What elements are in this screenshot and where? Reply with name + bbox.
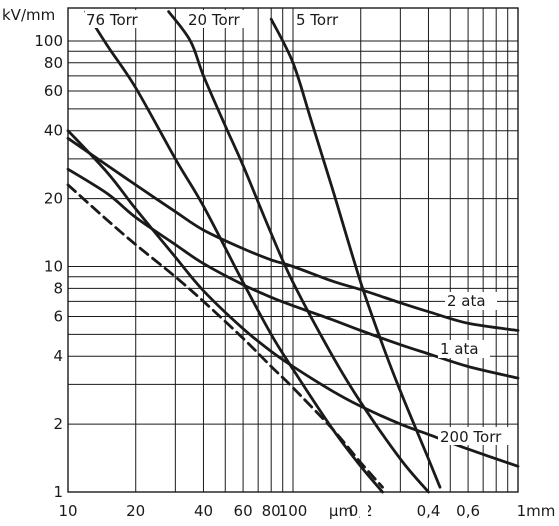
curve-label-200-torr: 200 Torr	[440, 428, 502, 446]
x-tick-label: 60	[234, 502, 253, 520]
x-axis-mm-unit-label: 1mm	[517, 502, 556, 520]
curve-label-1-ata: 1 ata	[440, 340, 479, 358]
y-tick-label: 80	[44, 54, 63, 72]
x-tick-label: 80	[262, 502, 281, 520]
series-line-dashed	[66, 183, 384, 489]
curve-label-2-ata: 2 ata	[447, 292, 486, 310]
x-tick-label: 0,6	[456, 502, 480, 520]
series-line-1-ata	[66, 167, 520, 380]
series-line-20-torr	[167, 10, 430, 494]
y-tick-label: 8	[53, 279, 63, 297]
y-tick-label: 20	[44, 190, 63, 208]
x-axis-um-unit-label: µm	[329, 502, 353, 520]
y-tick-label: 40	[44, 122, 63, 140]
x-tick-label: 20	[126, 502, 145, 520]
x-tick-label: 100	[279, 502, 308, 520]
x-tick-label: 0,4	[417, 502, 441, 520]
curve-label-20-torr: 20 Torr	[188, 11, 241, 29]
y-tick-label: 60	[44, 82, 63, 100]
series-line-200-torr	[66, 129, 520, 468]
series-line-76-torr	[84, 10, 384, 494]
y-tick-label: 100	[34, 32, 63, 50]
curve-label-5-torr: 5 Torr	[296, 11, 339, 29]
y-tick-label: 2	[53, 415, 63, 433]
y-axis-unit-label: kV/mm	[2, 6, 55, 24]
series-line-5-torr	[269, 17, 442, 489]
y-tick-label: 4	[53, 347, 63, 365]
plot-frame	[67, 7, 519, 493]
y-tick-label: 6	[53, 308, 63, 326]
x-tick-label: 10	[58, 502, 77, 520]
series-line-2-ata	[66, 136, 520, 332]
x-tick-label: 40	[194, 502, 213, 520]
y-tick-label: 1	[53, 483, 63, 501]
curve-label-76-torr: 76 Torr	[86, 11, 139, 29]
y-tick-label: 10	[44, 258, 63, 276]
